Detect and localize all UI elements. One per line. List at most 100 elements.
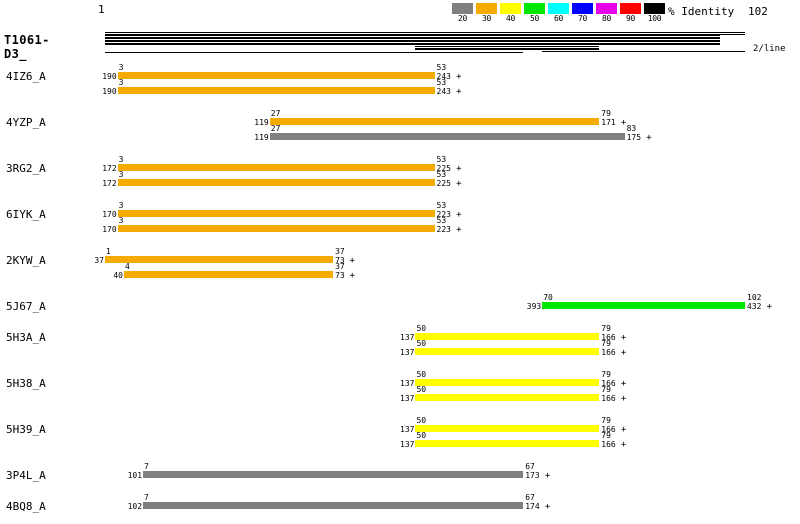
hit-name-label[interactable]: 4BQ8_A [6, 500, 46, 513]
alignment-bar[interactable] [105, 256, 334, 263]
legend-swatch-color-40 [500, 3, 521, 14]
hit-row-5j67_a[interactable]: 5J67_A 70 393 102 432 + [0, 294, 800, 319]
coverage-line [542, 50, 745, 52]
legend-swatch-label: 70 [577, 14, 588, 23]
alignment-bar[interactable] [415, 440, 600, 447]
alignment-bar[interactable] [415, 333, 600, 340]
bar-query-end: 79 [601, 324, 611, 333]
bar-strand: + [620, 118, 627, 128]
hit-row-4yzp_a[interactable]: 4YZP_A 27 119 79 171 +27 119 83 175 + [0, 109, 800, 150]
bar-subject-end: 243 [436, 72, 451, 81]
legend-swatch-color-90 [620, 3, 641, 14]
alignment-bar[interactable] [143, 502, 524, 509]
legend-swatch-50: 50 [524, 3, 548, 23]
bar-query-start: 50 [416, 385, 427, 394]
coverage-line [415, 45, 600, 47]
alignment-bar[interactable] [415, 348, 600, 355]
hit-row-5h39_a[interactable]: 5H39_A 50 137 79 166 +50 137 79 166 + [0, 416, 800, 457]
legend-swatch-color-70 [572, 3, 593, 14]
bar-query-start: 3 [118, 63, 124, 72]
bar-query-end: 79 [601, 431, 611, 440]
bar-subject-end: 223 [436, 210, 451, 219]
bar-query-start: 50 [416, 431, 427, 440]
alignment-bar[interactable] [117, 164, 435, 171]
legend-swatch-70: 70 [572, 3, 596, 23]
bar-strand: + [456, 179, 462, 189]
bar-subject-start: 137 [400, 394, 415, 403]
hit-name-label[interactable]: 5J67_A [6, 300, 46, 313]
hit-name-label[interactable]: 5H39_A [6, 423, 46, 436]
bar-subject-start: 137 [400, 333, 415, 342]
hit-row-5h38_a[interactable]: 5H38_A 50 137 79 166 +50 137 79 166 + [0, 370, 800, 411]
alignment-bar[interactable] [124, 271, 334, 278]
query-name-label: T1061-D3_ [4, 33, 50, 61]
coverage-line [105, 52, 524, 54]
hit-row-4bq8_a[interactable]: 4BQ8_A 7 102 67 174 + [0, 494, 800, 519]
hit-name-label[interactable]: 6IYK_A [6, 208, 46, 221]
bar-strand: + [620, 379, 627, 389]
bar-query-end: 79 [601, 109, 611, 118]
bar-query-end: 53 [436, 78, 447, 87]
bar-subject-start: 170 [102, 210, 117, 219]
legend-swatch-30: 30 [476, 3, 500, 23]
bar-query-end: 37 [335, 262, 345, 271]
hit-name-label[interactable]: 3RG2_A [6, 162, 46, 175]
hit-name-label[interactable]: 5H3A_A [6, 331, 46, 344]
alignment-bar[interactable] [117, 179, 435, 186]
bar-strand: + [620, 348, 627, 358]
hit-name-label[interactable]: 5H38_A [6, 377, 46, 390]
bar-subject-end: 73 [335, 256, 345, 265]
coverage-line [105, 44, 720, 46]
bar-query-end: 79 [601, 370, 611, 379]
alignment-bar[interactable] [269, 133, 625, 140]
bar-query-end: 79 [601, 416, 611, 425]
bar-query-end: 79 [601, 385, 611, 394]
alignment-bar[interactable] [117, 210, 435, 217]
hit-name-label[interactable]: 3P4L_A [6, 469, 46, 482]
bar-query-start: 1 [106, 247, 111, 256]
bar-query-start: 50 [416, 370, 427, 379]
legend-swatch-label: 90 [625, 14, 636, 23]
bar-subject-end: 243 [436, 87, 451, 96]
bar-query-start: 27 [270, 109, 281, 118]
alignment-bar[interactable] [542, 302, 745, 309]
alignment-bar[interactable] [117, 225, 435, 232]
hit-row-3rg2_a[interactable]: 3RG2_A 3 172 53 225 +3 172 53 225 + [0, 155, 800, 196]
alignment-bar[interactable] [415, 379, 600, 386]
coverage-line [105, 38, 720, 40]
hit-name-label[interactable]: 2KYW_A [6, 254, 46, 267]
legend-swatch-color-20 [452, 3, 473, 14]
bar-subject-end: 166 [601, 348, 616, 357]
bar-query-start: 27 [270, 124, 281, 133]
bar-subject-start: 393 [526, 302, 542, 311]
alignment-bar[interactable] [117, 72, 435, 79]
alignment-bar[interactable] [269, 118, 600, 125]
legend-swatch-label: 30 [481, 14, 492, 23]
bar-subject-end: 174 [525, 502, 540, 511]
bar-strand: + [620, 333, 627, 343]
bar-subject-end: 166 [601, 425, 616, 434]
hit-row-3p4l_a[interactable]: 3P4L_A 7 101 67 173 + [0, 463, 800, 488]
legend-swatch-80: 80 [596, 3, 620, 23]
bar-subject-end: 223 [436, 225, 451, 234]
hit-name-label[interactable]: 4YZP_A [6, 116, 46, 129]
bar-strand: + [456, 225, 462, 235]
bar-subject-start: 102 [127, 502, 143, 511]
hit-row-5h3a_a[interactable]: 5H3A_A 50 137 79 166 +50 137 79 166 + [0, 324, 800, 365]
bar-strand: + [620, 425, 627, 435]
bar-query-start: 3 [118, 155, 124, 164]
bar-strand: + [349, 271, 355, 281]
hit-row-2kyw_a[interactable]: 2KYW_A 1 37 37 73 +4 40 37 73 + [0, 247, 800, 288]
legend-swatch-label: 100 [647, 14, 662, 23]
alignment-bar[interactable] [415, 394, 600, 401]
bar-subject-end: 73 [335, 271, 345, 280]
hit-row-6iyk_a[interactable]: 6IYK_A 3 170 53 223 +3 170 53 223 + [0, 202, 800, 242]
alignment-bar[interactable] [117, 87, 435, 94]
bar-strand: + [456, 210, 462, 220]
alignment-bar[interactable] [415, 425, 600, 432]
hit-row-4iz6_a[interactable]: 4IZ6_A 3 190 53 243 +3 190 53 243 + [0, 63, 800, 104]
alignment-bar[interactable] [143, 471, 524, 478]
hit-name-label[interactable]: 4IZ6_A [6, 70, 46, 83]
bar-subject-start: 170 [102, 225, 117, 234]
